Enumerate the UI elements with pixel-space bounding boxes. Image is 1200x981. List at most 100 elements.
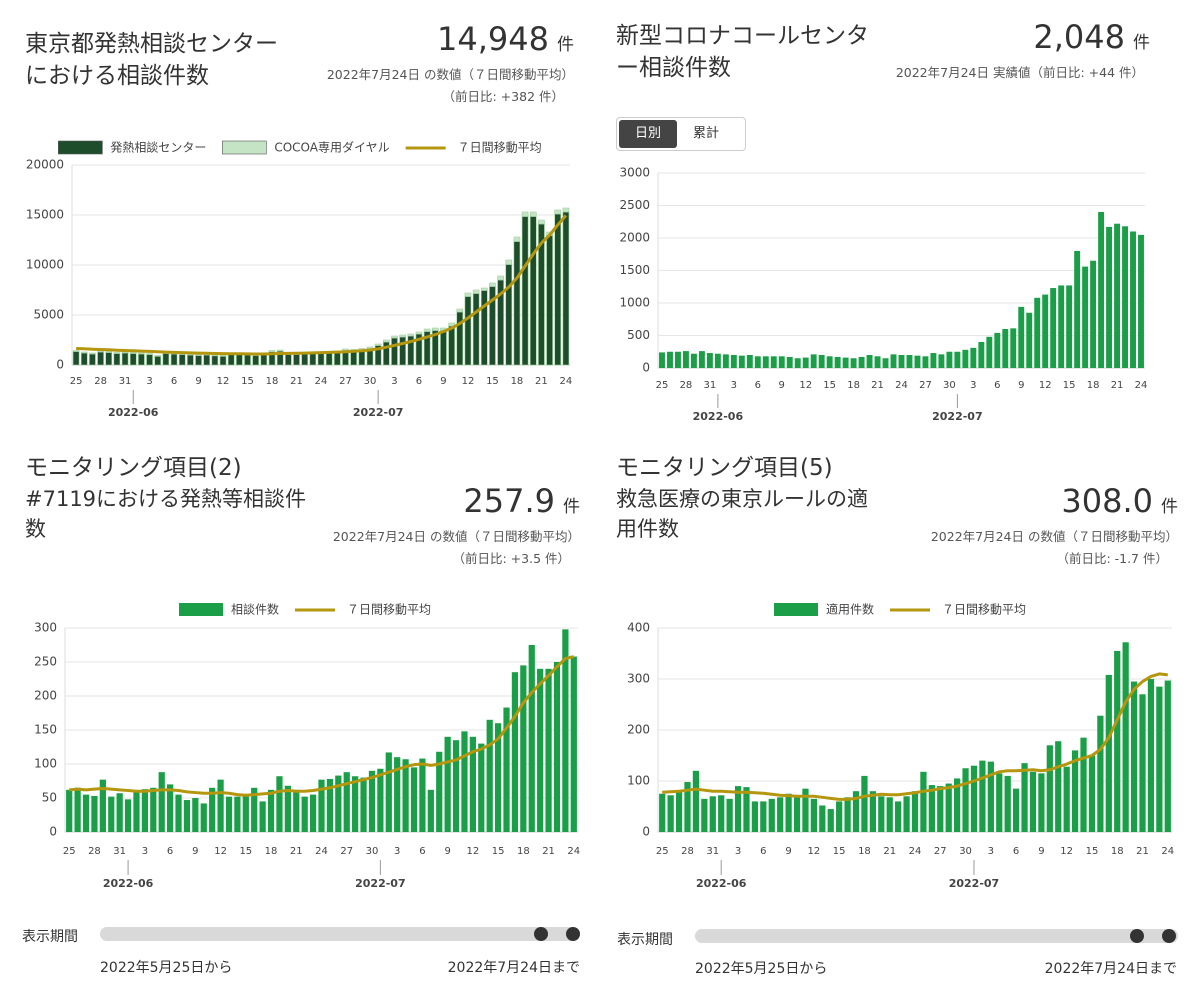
bar	[1026, 312, 1033, 368]
y-tick-label: 0	[49, 825, 57, 839]
bar	[251, 787, 258, 832]
y-tick-label: 0	[56, 358, 64, 372]
x-tick-label: 18	[511, 376, 524, 387]
x-tick-label: 6	[419, 846, 425, 857]
panel-title: モニタリング項目(5)	[616, 455, 833, 481]
x-tick-label: 3	[735, 846, 741, 857]
bar	[802, 788, 809, 832]
bar	[480, 290, 488, 366]
slider-handle[interactable]	[566, 927, 580, 941]
bar	[714, 353, 721, 368]
bar	[770, 356, 777, 368]
headline-value: 257.9	[463, 482, 555, 520]
month-label: 2022-06	[696, 877, 747, 890]
month-label: 2022-07	[932, 410, 983, 423]
bar	[954, 351, 961, 368]
bar	[444, 736, 451, 832]
bar	[402, 759, 409, 832]
bar	[834, 356, 841, 368]
bar	[105, 352, 113, 366]
x-tick-label: 18	[1111, 846, 1124, 857]
bar	[898, 355, 905, 368]
y-tick-label: 100	[34, 757, 57, 771]
bar	[242, 794, 249, 832]
x-tick-label: 12	[217, 376, 230, 387]
slider-handle[interactable]	[1130, 929, 1144, 943]
bar	[162, 353, 170, 366]
bar	[554, 209, 562, 215]
bar	[377, 768, 384, 832]
bar	[1106, 226, 1113, 368]
bar	[554, 213, 562, 366]
headline-unit: 件	[1133, 33, 1150, 53]
bar	[818, 355, 825, 368]
bar	[1042, 294, 1049, 368]
bar	[141, 789, 149, 832]
x-tick-label: 18	[1087, 380, 1100, 391]
bar	[706, 353, 713, 368]
bar	[105, 351, 113, 353]
bar	[192, 798, 199, 832]
bar	[667, 795, 674, 832]
bar	[970, 347, 977, 368]
legend-label: ７日間移動平均	[942, 603, 1026, 617]
y-tick-label: 0	[642, 361, 650, 375]
x-tick-label: 9	[192, 846, 198, 857]
bar	[472, 289, 480, 294]
bar	[1156, 686, 1163, 832]
period-label: 表示期間	[22, 929, 78, 945]
x-tick-label: 24	[1161, 846, 1174, 857]
bar	[890, 354, 897, 368]
x-tick-label: 18	[858, 846, 871, 857]
x-tick-label: 24	[567, 846, 580, 857]
toggle-button[interactable]: 累計	[692, 126, 719, 141]
bar	[785, 793, 792, 832]
legend: 適用件数 ７日間移動平均	[773, 602, 1026, 617]
x-tick-label: 12	[467, 846, 480, 857]
slider-handle[interactable]	[534, 927, 548, 941]
bar	[360, 777, 367, 832]
bar	[979, 760, 986, 832]
period-slider[interactable]	[100, 927, 580, 941]
bar	[385, 752, 392, 832]
bar	[1066, 285, 1073, 368]
bar	[66, 789, 73, 832]
bar	[778, 356, 785, 368]
bar	[682, 351, 689, 368]
bar	[415, 331, 423, 335]
headline-change: （前日比: +3.5 件）	[452, 551, 570, 566]
x-tick-label: 25	[63, 846, 76, 857]
period-slider[interactable]	[695, 929, 1178, 943]
period-to: 2022年7月24日まで	[447, 960, 580, 976]
headline-note: 2022年7月24日 実績値（前日比: +44 件）	[895, 65, 1144, 80]
bar	[692, 770, 700, 832]
bar	[146, 353, 153, 355]
bar	[836, 801, 843, 832]
bar	[464, 296, 472, 366]
bar	[293, 354, 300, 366]
x-tick-label: 9	[195, 376, 201, 387]
legend-label: ７日間移動平均	[458, 141, 542, 155]
legend-label: COCOA専用ダイヤル	[274, 140, 389, 155]
bar	[962, 349, 969, 368]
panel-title: 東京都発熱相談センターにおける相談件数	[25, 31, 278, 89]
bar	[236, 354, 243, 366]
legend-label: ７日間移動平均	[347, 603, 431, 617]
bar	[211, 355, 219, 366]
bar	[730, 355, 737, 368]
month-label: 2022-07	[353, 406, 404, 419]
bar	[91, 795, 98, 832]
bar	[503, 707, 510, 832]
bar	[1058, 285, 1065, 368]
bar	[886, 797, 893, 832]
bar	[72, 351, 80, 366]
x-tick-label: 9	[444, 846, 450, 857]
x-tick-label: 18	[265, 846, 278, 857]
bar	[121, 352, 129, 366]
bar	[423, 328, 431, 332]
bar	[793, 796, 801, 832]
bar	[1082, 266, 1089, 368]
slider-handle[interactable]	[1162, 929, 1176, 943]
toggle-button[interactable]: 日別	[619, 120, 677, 148]
